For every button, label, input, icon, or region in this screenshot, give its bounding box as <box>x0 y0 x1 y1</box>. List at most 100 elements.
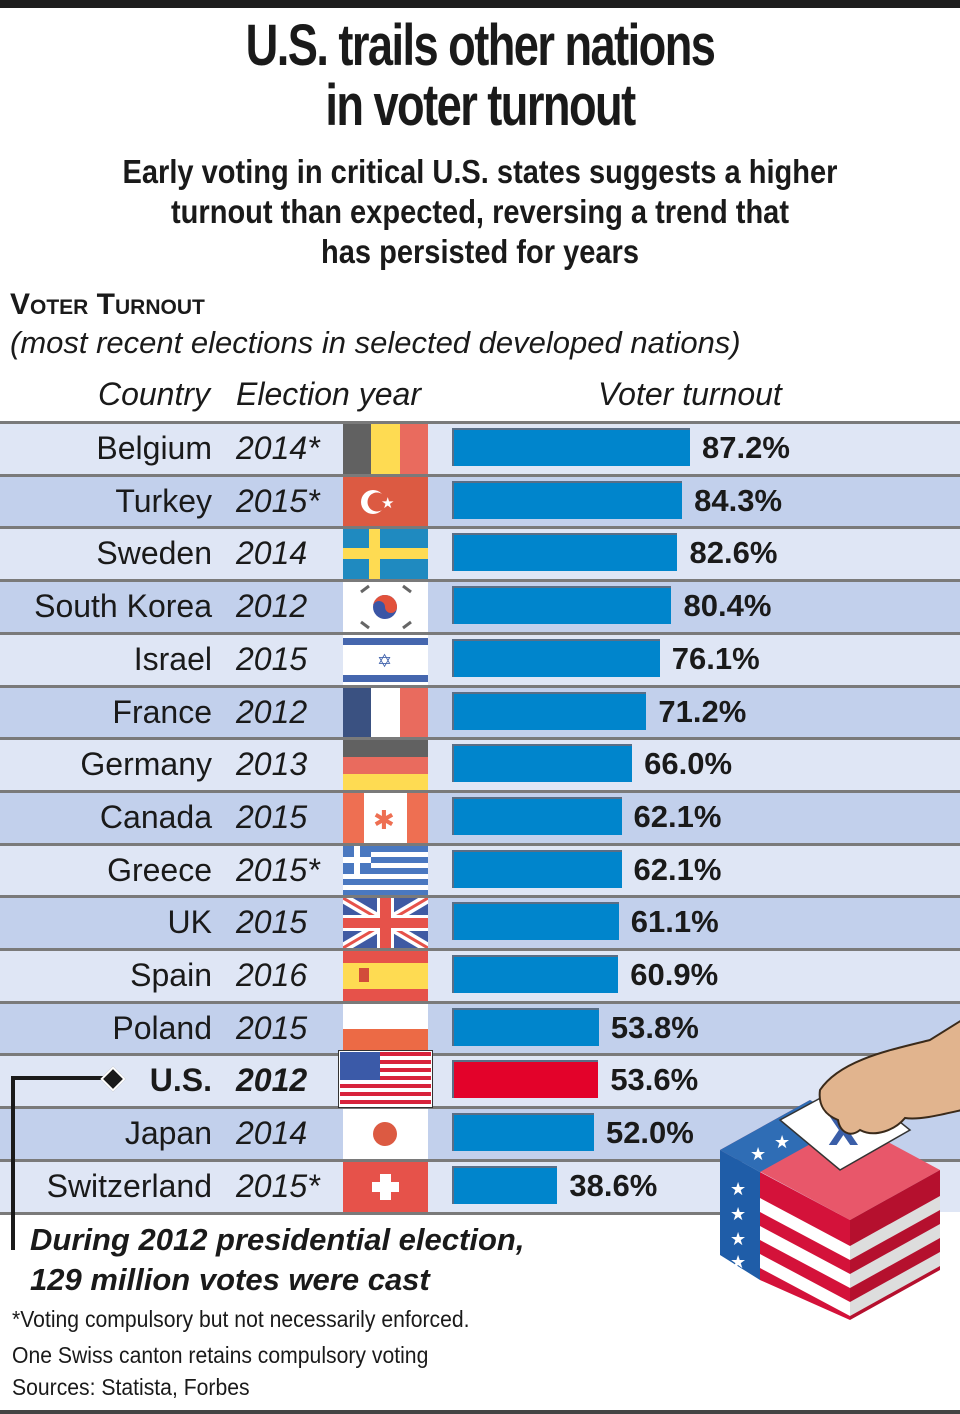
spain-flag-icon <box>343 951 428 1001</box>
turnout-bar <box>452 1113 594 1152</box>
turnout-bar <box>452 428 691 466</box>
turnout-bar <box>452 849 622 888</box>
country-label: Turkey <box>115 482 212 519</box>
turnout-bar <box>452 1060 599 1099</box>
turnout-bar <box>452 796 622 835</box>
svg-text:✱: ✱ <box>373 806 395 836</box>
stripe <box>760 1198 850 1260</box>
turnout-bar <box>452 902 619 941</box>
turnout-value-label: 52.0% <box>605 1115 694 1151</box>
japan-flag-icon <box>343 1109 428 1160</box>
bottom-rule <box>0 1410 960 1414</box>
chart-subtitle: (most recent elections in selected devel… <box>10 325 741 360</box>
svg-text:★: ★ <box>730 1252 746 1273</box>
country-label: Spain <box>130 957 212 993</box>
stripe <box>760 1254 850 1316</box>
table-row: Belgium 2014* 87.2% <box>0 421 960 474</box>
turnout-bar <box>452 1007 599 1046</box>
poland-flag-icon <box>343 1003 428 1054</box>
election-year-label: 2015* <box>236 482 320 519</box>
election-year-label: 2015* <box>236 1167 320 1204</box>
table-row: U.S. 2012 53.6% <box>0 1050 960 1109</box>
turnout-bar <box>452 955 619 993</box>
election-year-label: 2015 <box>236 1009 308 1046</box>
election-year-label: 2014* <box>236 430 320 466</box>
country-label: Japan <box>124 1115 212 1152</box>
election-year-label: 2015 <box>236 798 308 835</box>
headline-line-2: in voter turnout <box>325 73 636 138</box>
stripe <box>760 1226 850 1288</box>
footnote-sources: Sources: Statista, Forbes <box>12 1374 250 1400</box>
svg-text:★: ★ <box>750 1144 766 1165</box>
us-flag-icon <box>338 1050 433 1109</box>
turnout-value-label: 61.1% <box>630 904 719 940</box>
election-year-label: 2013 <box>236 746 308 783</box>
chart-title: Voter Turnout <box>10 288 205 322</box>
country-label: Belgium <box>96 430 212 466</box>
election-year-label: 2012 <box>236 588 308 625</box>
turnout-value-label: 60.9% <box>630 957 719 992</box>
column-header-turnout: Voter turnout <box>598 376 782 412</box>
footnote-compulsory: *Voting compulsory but not necessarily e… <box>12 1306 470 1332</box>
election-year-label: 2015 <box>236 640 308 677</box>
subheadline-line-3: has persisted for years <box>321 233 639 270</box>
turnout-bar <box>452 638 660 677</box>
svg-text:★: ★ <box>730 1204 746 1225</box>
headline-line-1: U.S. trails other nations <box>245 13 716 78</box>
us-leader-line-vertical <box>11 1076 15 1250</box>
turnout-value-label: 62.1% <box>633 851 722 887</box>
table-row: Israel 2015 ✡ 76.1% <box>0 631 960 685</box>
turnout-bar <box>452 586 672 625</box>
country-label: South Korea <box>34 588 212 625</box>
table-row: UK 2015 61.1% <box>0 895 960 949</box>
country-label: Sweden <box>96 535 212 572</box>
country-label: Switzerland <box>46 1167 212 1204</box>
turnout-value-label: 84.3% <box>694 482 783 518</box>
turnout-value-label: 80.4% <box>683 588 772 624</box>
election-year-label: 2014 <box>236 535 308 572</box>
svg-text:★: ★ <box>730 1229 746 1250</box>
subheadline: Early voting in critical U.S. states sug… <box>58 152 903 272</box>
switzerland-flag-icon <box>343 1161 428 1212</box>
table-row: Canada 2015 ✱ 62.1% <box>0 789 960 843</box>
chart-title-text: Voter Turnout <box>10 288 205 321</box>
turnout-bar <box>452 1165 558 1204</box>
turkey-flag-icon: ★ <box>343 476 428 527</box>
turnout-value-label: 82.6% <box>689 535 778 571</box>
turnout-bar <box>452 533 678 572</box>
turnout-value-label: 53.8% <box>610 1009 699 1045</box>
turnout-value-label: 66.0% <box>644 746 733 782</box>
hand-icon <box>818 1020 960 1135</box>
svg-text:★: ★ <box>381 494 394 512</box>
stripe <box>850 1252 940 1316</box>
turnout-bar <box>452 691 647 730</box>
svg-text:✡: ✡ <box>377 651 392 672</box>
us-annotation-line-1: During 2012 presidential election, <box>30 1222 525 1257</box>
country-label: UK <box>167 904 212 941</box>
belgium-flag-icon <box>343 424 428 474</box>
table-row: Sweden 2014 82.6% <box>0 526 960 580</box>
country-label: Greece <box>107 851 212 888</box>
turnout-value-label: 76.1% <box>671 640 760 676</box>
ballot-box-hand-icon: ★★★★ ★★★ X <box>720 1020 960 1320</box>
us-leader-line-horizontal <box>11 1076 111 1080</box>
ballot-box-left-blue <box>720 1150 760 1280</box>
election-year-label: 2014 <box>236 1115 308 1152</box>
svg-text:★: ★ <box>774 1132 790 1153</box>
footnote-swiss: One Swiss canton retains compulsory voti… <box>12 1342 429 1368</box>
uk-flag-icon <box>343 898 428 949</box>
election-year-label: 2012 <box>236 1062 308 1099</box>
column-header-country: Country <box>97 376 210 412</box>
table-row: France 2012 71.2% <box>0 684 960 738</box>
turnout-bar <box>452 744 633 783</box>
ballot-box-right-stripes <box>850 1170 940 1320</box>
column-header-year: Election year <box>236 376 421 412</box>
country-label: Canada <box>99 798 212 835</box>
election-year-label: 2012 <box>236 693 308 730</box>
turnout-value-label: 71.2% <box>658 693 747 729</box>
table-row: South Korea 2012 80.4% <box>0 579 960 633</box>
turnout-value-label: 62.1% <box>633 798 722 834</box>
election-year-label: 2015 <box>236 904 308 941</box>
table-row: Turkey 2015* ★ 84.3% <box>0 473 960 527</box>
france-flag-icon <box>343 687 428 738</box>
